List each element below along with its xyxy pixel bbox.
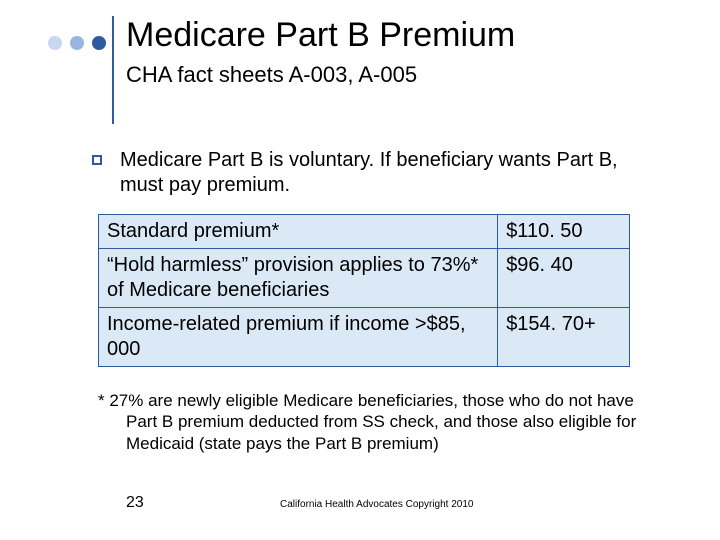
copyright: California Health Advocates Copyright 20… [280, 499, 473, 510]
bullet-text: Medicare Part B is voluntary. If benefic… [120, 148, 652, 198]
page-number: 23 [126, 494, 144, 512]
dot-icon [70, 36, 84, 50]
title-divider [112, 16, 114, 124]
decor-dots [48, 36, 106, 50]
slide: Medicare Part B Premium CHA fact sheets … [0, 0, 720, 540]
premium-desc: “Hold harmless” provision applies to 73%… [99, 249, 498, 308]
table-row: Standard premium* $110. 50 [99, 215, 630, 249]
premium-desc: Standard premium* [99, 215, 498, 249]
footnote-text: * 27% are newly eligible Medicare benefi… [98, 390, 638, 454]
dot-icon [92, 36, 106, 50]
table-row: “Hold harmless” provision applies to 73%… [99, 249, 630, 308]
dot-icon [48, 36, 62, 50]
page-title: Medicare Part B Premium [126, 16, 515, 55]
premium-value: $96. 40 [498, 249, 630, 308]
footnote: * 27% are newly eligible Medicare benefi… [98, 390, 638, 454]
table-row: Income-related premium if income >$85, 0… [99, 308, 630, 367]
premium-desc: Income-related premium if income >$85, 0… [99, 308, 498, 367]
page-subtitle: CHA fact sheets A-003, A-005 [126, 62, 417, 88]
bullet-item: Medicare Part B is voluntary. If benefic… [92, 148, 652, 198]
premium-value: $154. 70+ [498, 308, 630, 367]
bullet-icon [92, 155, 102, 165]
premium-table: Standard premium* $110. 50 “Hold harmles… [98, 214, 630, 367]
premium-value: $110. 50 [498, 215, 630, 249]
